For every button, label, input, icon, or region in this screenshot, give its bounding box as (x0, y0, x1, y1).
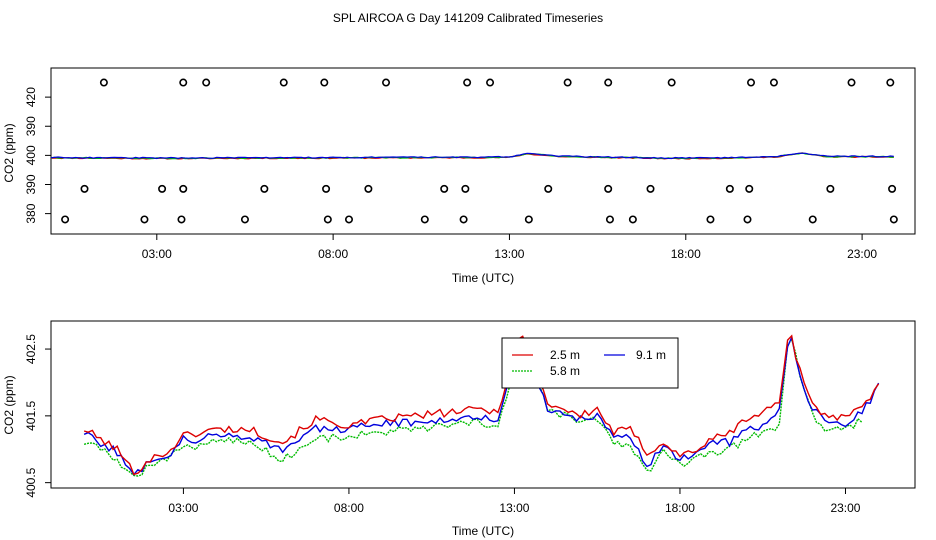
bottom-plot-frame (50, 320, 916, 489)
legend-label-9-1m: 9.1 m (636, 348, 666, 362)
series-line-2-5-m (83, 334, 880, 476)
calibration-marker (344, 215, 353, 224)
x-tick-label-1-2: 13:00 (499, 501, 529, 515)
calibration-marker (158, 184, 167, 193)
calibration-marker (745, 184, 754, 193)
calibration-marker (604, 184, 613, 193)
legend-label-5-8m: 5.8 m (550, 364, 580, 378)
calibration-marker (524, 215, 533, 224)
legend-box (501, 337, 679, 389)
calibration-marker (826, 184, 835, 193)
calibration-marker (320, 78, 329, 87)
calibration-marker (323, 215, 332, 224)
y-tick-label-0-2: 400 (24, 145, 38, 165)
x-tick-label-0-1: 08:00 (318, 247, 348, 261)
calibration-marker (461, 184, 470, 193)
calibration-marker (260, 184, 269, 193)
bottom-panel: CO2 (ppm) Time (UTC) 03:00 08:00 13:00 18:0… (2, 320, 916, 538)
calibration-marker (240, 215, 249, 224)
calibration-marker (179, 184, 188, 193)
calibration-marker (177, 215, 186, 224)
calibration-marker (563, 78, 572, 87)
calibration-marker (99, 78, 108, 87)
calibration-marker (747, 78, 756, 87)
legend: 2.5 m 5.8 m 9.1 m (501, 337, 679, 389)
y-tick-label-1-0: 400.5 (24, 467, 38, 497)
calibration-marker (279, 78, 288, 87)
calibration-marker (202, 78, 211, 87)
calibration-marker (463, 78, 472, 87)
calibration-marker (459, 215, 468, 224)
top-panel: CO2 (ppm) Time (UTC) 03:00 08:00 13:00 18:0… (2, 67, 916, 285)
y-tick-label-0-4: 420 (24, 87, 38, 107)
x-tick-label-1-4: 23:00 (830, 501, 860, 515)
calibration-marker (140, 215, 149, 224)
calibration-marker (61, 215, 70, 224)
y-tick-label-1-1: 401.5 (24, 401, 38, 431)
calibration-marker (667, 78, 676, 87)
calibration-marker (743, 215, 752, 224)
calibration-marker (847, 78, 856, 87)
top-xlabel: Time (UTC) (452, 271, 514, 285)
calibration-marker (486, 78, 495, 87)
calibration-marker (382, 78, 391, 87)
y-tick-label-0-3: 390 (24, 116, 38, 136)
calibration-marker (322, 184, 331, 193)
calibration-marker (808, 215, 817, 224)
calibration-marker (605, 215, 614, 224)
x-tick-label-0-0: 03:00 (142, 247, 172, 261)
calibration-marker (420, 215, 429, 224)
x-tick-label-0-3: 18:00 (671, 247, 701, 261)
series-line-9-1-m (83, 335, 880, 476)
y-tick-label-0-0: 380 (24, 203, 38, 223)
calibration-marker (179, 78, 188, 87)
calibration-marker (725, 184, 734, 193)
x-tick-label-1-3: 18:00 (665, 501, 695, 515)
y-tick-label-0-1: 390 (24, 174, 38, 194)
calibration-marker (364, 184, 373, 193)
series-line-5-8-m (83, 337, 863, 477)
calibration-marker (889, 215, 898, 224)
bottom-xlabel: Time (UTC) (452, 524, 514, 538)
top-plot-frame (50, 67, 916, 235)
legend-label-2-5m: 2.5 m (550, 348, 580, 362)
calibration-marker (80, 184, 89, 193)
calibration-marker (886, 78, 895, 87)
y-tick-label-1-2: 402.5 (24, 334, 38, 364)
top-ylabel: CO2 (ppm) (2, 123, 16, 182)
calibration-marker (440, 184, 449, 193)
calibration-marker (646, 184, 655, 193)
x-tick-label-1-1: 08:00 (334, 501, 364, 515)
calibration-marker (604, 78, 613, 87)
x-tick-label-1-0: 03:00 (168, 501, 198, 515)
calibration-marker (769, 78, 778, 87)
figure-title: SPL AIRCOA G Day 141209 Calibrated Times… (333, 11, 603, 25)
bottom-ylabel: CO2 (ppm) (2, 375, 16, 434)
calibration-marker (706, 215, 715, 224)
calibration-marker (544, 184, 553, 193)
x-tick-label-0-4: 23:00 (847, 247, 877, 261)
calibration-marker (628, 215, 637, 224)
x-tick-label-0-2: 13:00 (494, 247, 524, 261)
top-line-blue (50, 152, 894, 160)
calibration-marker (888, 184, 897, 193)
